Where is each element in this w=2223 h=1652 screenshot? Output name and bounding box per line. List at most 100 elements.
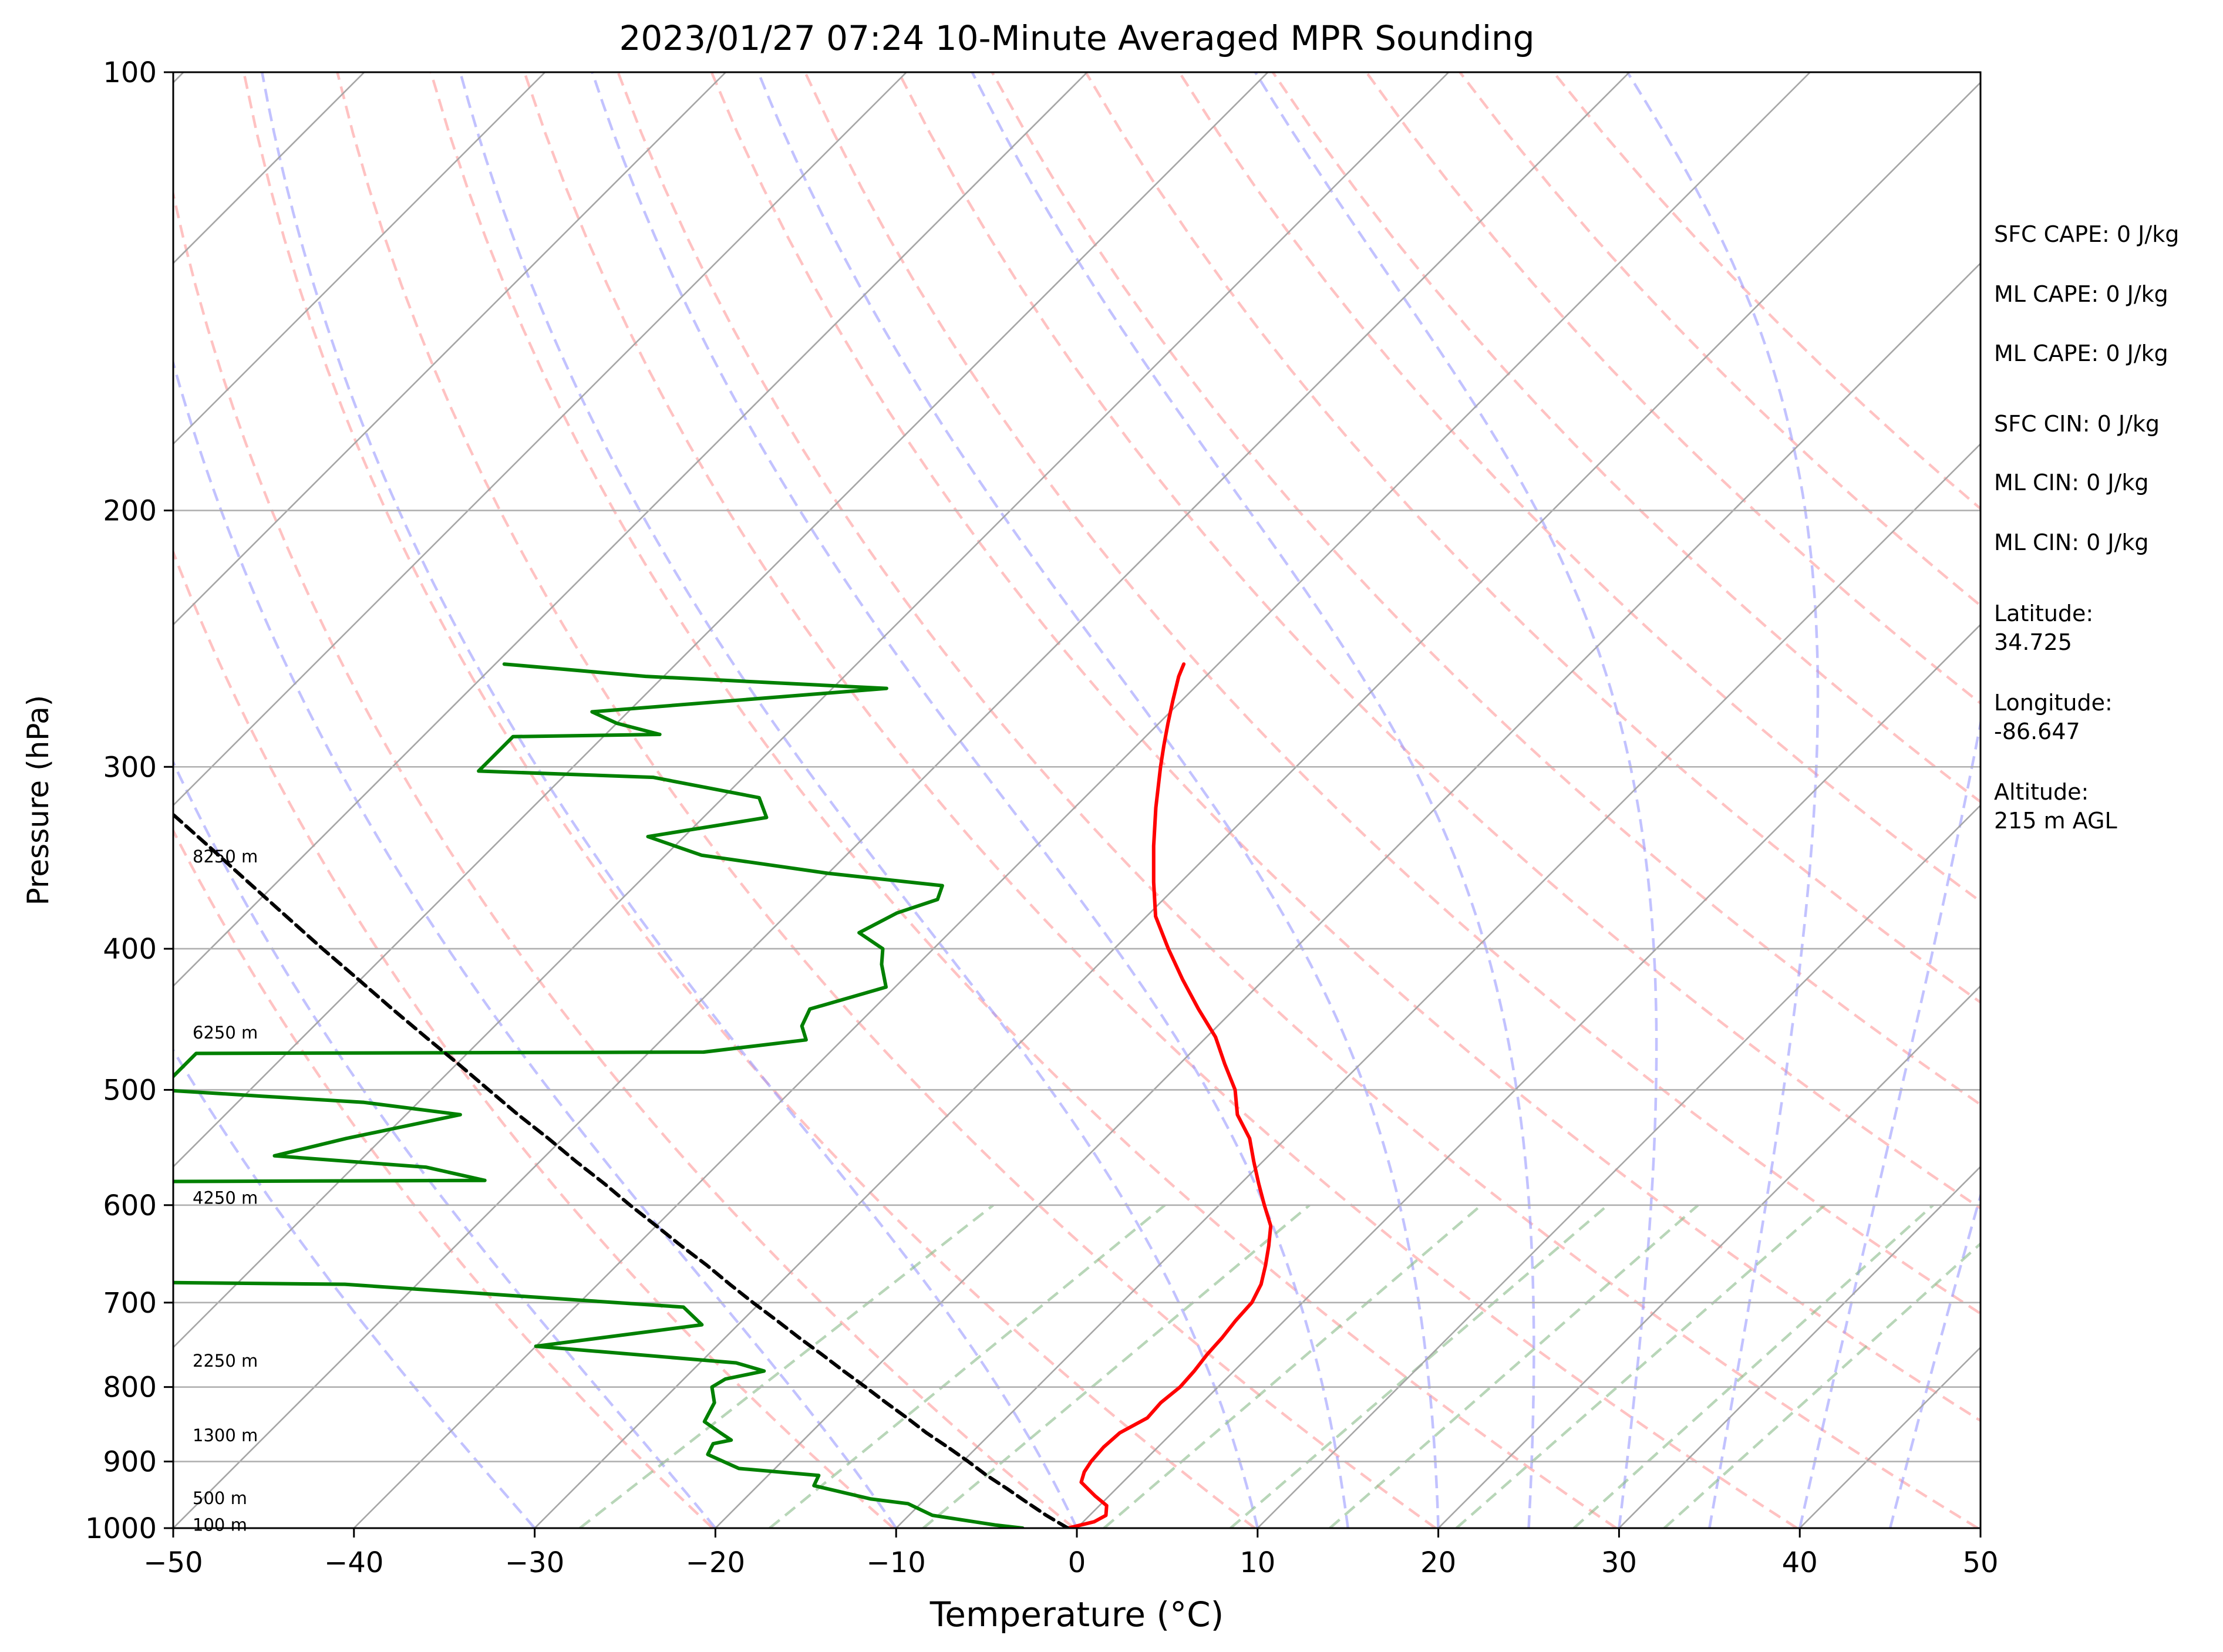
dry-adiabat <box>523 72 1798 1528</box>
dry-adiabat <box>336 72 1437 1528</box>
annotation-text: ML CIN: 0 J/kg <box>1994 530 2148 555</box>
x-tick-label: −30 <box>505 1546 564 1579</box>
chart-title: 2023/01/27 07:24 10-Minute Averaged MPR … <box>619 18 1534 58</box>
annotation-text: ML CIN: 0 J/kg <box>1994 470 2148 495</box>
isotherm <box>173 72 1450 1349</box>
moist-adiabat <box>1626 72 1820 1528</box>
y-tick-label: 600 <box>103 1189 157 1222</box>
background-lines <box>173 72 1981 1528</box>
height-label: 6250 m <box>193 1023 258 1043</box>
moist-adiabat <box>173 759 717 1528</box>
y-tick-label: 800 <box>103 1371 157 1404</box>
y-tick-label: 400 <box>103 933 157 966</box>
moist-adiabat <box>971 72 1535 1528</box>
moist-adiabat <box>173 358 898 1528</box>
isotherm <box>715 262 1981 1528</box>
dry-adiabat <box>173 828 714 1528</box>
x-tick-label: −20 <box>686 1546 745 1579</box>
x-tick-label: −10 <box>867 1546 926 1579</box>
parcel-path-line <box>173 812 1070 1528</box>
annotation-text: -86.647 <box>1994 719 2080 744</box>
mixing-ratio-line <box>1329 1204 1699 1528</box>
y-tick-label: 900 <box>103 1446 157 1479</box>
moist-adiabat <box>261 72 1079 1528</box>
y-tick-label: 1000 <box>85 1512 157 1545</box>
y-tick-label: 700 <box>103 1287 157 1320</box>
isotherm <box>173 72 1269 1168</box>
data-series <box>173 662 1273 1528</box>
y-axis-label: Pressure (hPa) <box>21 695 55 906</box>
height-label: 8250 m <box>193 847 258 867</box>
moist-adiabat <box>1888 1191 1981 1528</box>
dry-adiabat <box>173 188 1075 1528</box>
dry-adiabat <box>173 548 895 1528</box>
x-tick-label: 10 <box>1240 1546 1275 1579</box>
dry-adiabat <box>804 72 1981 1316</box>
pressure-grid <box>173 72 1981 1528</box>
isotherm <box>353 72 1811 1528</box>
y-tick-label: 200 <box>103 495 157 528</box>
temperature-line <box>1066 662 1273 1528</box>
x-axis-label: Temperature (°C) <box>929 1594 1224 1634</box>
isotherm <box>895 443 1981 1528</box>
mixing-ratio-line <box>579 1204 995 1528</box>
annotation-text: Altitude: <box>1994 779 2089 805</box>
dry-adiabat <box>617 72 1979 1528</box>
mixing-ratio-line <box>1455 1204 1825 1528</box>
y-tick-label: 300 <box>103 751 157 784</box>
height-label: 4250 m <box>193 1188 258 1208</box>
mixing-ratio-line <box>769 1204 1166 1528</box>
isotherm <box>173 72 1630 1528</box>
isotherm <box>173 72 907 807</box>
y-tick-label: 500 <box>103 1074 157 1107</box>
dry-adiabat <box>1271 72 1981 804</box>
moist-adiabat <box>1254 72 1658 1528</box>
y-tick-label: 100 <box>103 56 157 89</box>
dry-adiabat <box>1365 72 1981 705</box>
isotherm <box>173 72 726 626</box>
dry-adiabat <box>897 72 1981 1210</box>
isotherm <box>1257 804 1981 1528</box>
height-label: 500 m <box>193 1488 247 1508</box>
isotherm <box>534 81 1981 1528</box>
dry-adiabat <box>242 72 1256 1528</box>
x-tick-label: 0 <box>1068 1546 1086 1579</box>
x-tick-label: −40 <box>324 1546 383 1579</box>
annotation-text: SFC CAPE: 0 J/kg <box>1994 221 2179 247</box>
isotherm <box>1437 985 1981 1528</box>
annotation-text: ML CAPE: 0 J/kg <box>1994 340 2168 366</box>
moist-adiabat <box>757 72 1440 1528</box>
isotherm <box>173 72 546 446</box>
mixing-ratio-line <box>1663 1242 1981 1528</box>
mixing-ratio-line <box>1572 1204 1934 1528</box>
height-labels: 8250 m 6250 m 4250 m 2250 m 1300 m 500 m 100 m <box>193 847 258 1535</box>
axes: −50 −40 −30 −20 −10 0 10 20 30 40 50 100 200 300 400 50… <box>85 56 1999 1579</box>
annotation-text: Longitude: <box>1994 690 2113 716</box>
annotation-text: ML CAPE: 0 J/kg <box>1994 281 2168 307</box>
height-label: 100 m <box>193 1515 247 1535</box>
annotation-text: 34.725 <box>1994 629 2072 655</box>
sounding-annotations: SFC CAPE: 0 J/kg ML CAPE: 0 J/kg ML CAPE: … <box>1994 221 2179 834</box>
x-tick-label: −50 <box>143 1546 203 1579</box>
annotation-text: Latitude: <box>1994 601 2093 626</box>
moist-adiabat <box>459 72 1259 1528</box>
annotation-text: 215 m AGL <box>1994 808 2117 834</box>
mixing-ratio-line <box>922 1204 1311 1528</box>
moist-adiabat <box>591 72 1349 1528</box>
x-tick-label: 30 <box>1601 1546 1637 1579</box>
height-label: 2250 m <box>193 1351 258 1371</box>
x-tick-label: 50 <box>1962 1546 1998 1579</box>
x-tick-label: 40 <box>1782 1546 1818 1579</box>
moist-adiabat <box>1798 716 1981 1528</box>
mixing-ratio-line <box>1103 1204 1483 1528</box>
moist-adiabat <box>173 1047 536 1528</box>
isotherm <box>1618 1165 1981 1528</box>
isotherm <box>173 72 1088 987</box>
x-tick-label: 20 <box>1420 1546 1456 1579</box>
dry-adiabat <box>1084 72 1981 1004</box>
height-label: 1300 m <box>193 1425 258 1445</box>
isotherm <box>1076 623 1981 1528</box>
dry-adiabat <box>710 72 1981 1422</box>
